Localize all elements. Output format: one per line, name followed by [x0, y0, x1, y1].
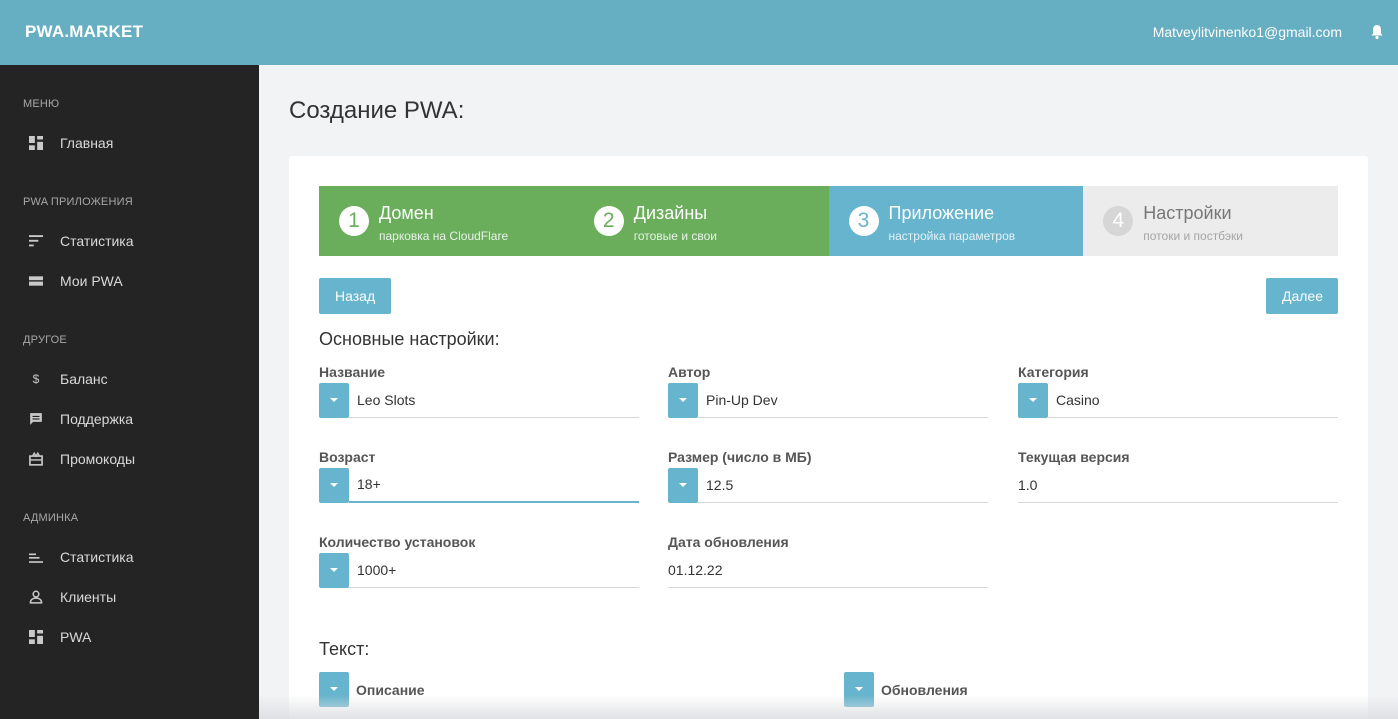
sidebar-item-label: Статистика: [60, 233, 134, 249]
step-number: 4: [1103, 206, 1134, 236]
sidebar-item-label: Поддержка: [60, 411, 134, 427]
next-button[interactable]: Далее: [1266, 278, 1338, 314]
step-title: Дизайны: [633, 203, 708, 223]
description-label: Описание: [356, 682, 425, 698]
updates-label: Обновления: [881, 682, 968, 698]
bottom-fade: [259, 695, 1398, 719]
brand-logo[interactable]: PWA.MARKET: [25, 22, 144, 41]
sidebar-item-promocodes[interactable]: Промокоды: [0, 441, 259, 477]
sidebar-item-home[interactable]: Главная: [0, 125, 259, 161]
step-subtitle: настройка параметров: [888, 229, 1016, 243]
sidebar-item-label: Баланс: [60, 371, 108, 387]
sidebar-item-label: Главная: [60, 135, 114, 151]
sidebar-item-clients[interactable]: Клиенты: [0, 579, 259, 615]
step-subtitle: потоки и постбэки: [1143, 229, 1243, 243]
create-pwa-card: 1 Домен парковка на CloudFlare 2 Дизайны…: [289, 156, 1368, 719]
step-number: 3: [848, 206, 879, 236]
chat-icon: [30, 413, 42, 425]
field-label: Возраст: [319, 449, 376, 465]
sidebar-item-admin-pwa[interactable]: PWA: [0, 619, 259, 655]
sidebar-item-my-pwa[interactable]: Мои PWA: [0, 263, 259, 299]
sidebar: МЕНЮ Главная PWA ПРИЛОЖЕНИЯ Статистика М…: [0, 65, 259, 719]
field-label: Дата обновления: [668, 534, 789, 550]
step-number: 1: [339, 206, 369, 236]
sidebar-item-support[interactable]: Поддержка: [0, 401, 259, 437]
step-title: Приложение: [888, 203, 995, 223]
step-title: Домен: [379, 203, 434, 223]
description-header: Описание: [319, 672, 619, 707]
sidebar-item-label: Промокоды: [60, 451, 136, 467]
sidebar-item-balance[interactable]: $ Баланс: [0, 361, 259, 397]
name-input[interactable]: [349, 383, 639, 418]
dropdown-toggle[interactable]: [668, 383, 698, 418]
step-subtitle: парковка на CloudFlare: [379, 229, 509, 243]
sidebar-section-admin: АДМИНКА: [23, 512, 79, 524]
sidebar-item-label: Мои PWA: [60, 273, 123, 289]
field-label: Категория: [1018, 364, 1089, 380]
step-designs[interactable]: 2 Дизайны готовые и свои: [573, 186, 829, 256]
sidebar-item-label: Статистика: [60, 549, 134, 565]
gift-icon: [29, 452, 43, 466]
field-label: Текущая версия: [1018, 449, 1130, 465]
user-email[interactable]: Matveylitvinenko1@gmail.com: [1152, 24, 1342, 40]
dropdown-toggle[interactable]: [319, 383, 349, 418]
step-settings[interactable]: 4 Настройки потоки и постбэки: [1083, 186, 1338, 256]
sidebar-item-label: Клиенты: [60, 589, 117, 605]
field-label: Размер (число в МБ): [668, 449, 812, 465]
category-input[interactable]: [1048, 383, 1338, 418]
field-label: Количество установок: [319, 534, 476, 550]
sidebar-item-statistics[interactable]: Статистика: [0, 223, 259, 259]
sidebar-section-other: ДРУГОЕ: [23, 334, 67, 346]
step-subtitle: готовые и свои: [633, 229, 717, 243]
installs-input[interactable]: [349, 553, 639, 588]
age-input[interactable]: [349, 468, 639, 503]
page-title: Создание PWA:: [289, 97, 465, 124]
basic-settings-title: Основные настройки:: [319, 329, 500, 349]
step-domain[interactable]: 1 Домен парковка на CloudFlare: [319, 186, 574, 256]
dashboard-icon: [29, 630, 43, 644]
dollar-icon: $: [32, 372, 40, 386]
dropdown-toggle[interactable]: [319, 468, 349, 503]
bar-chart-icon: [29, 553, 43, 563]
field-label: Автор: [668, 364, 711, 380]
update-date-input[interactable]: [668, 553, 988, 588]
step-application[interactable]: 3 Приложение настройка параметров: [828, 186, 1084, 256]
version-input[interactable]: [1018, 468, 1338, 503]
back-button[interactable]: Назад: [319, 278, 391, 314]
sidebar-item-label: PWA: [60, 629, 92, 645]
sidebar-item-admin-statistics[interactable]: Статистика: [0, 539, 259, 575]
step-title: Настройки: [1143, 203, 1232, 223]
sort-icon: [29, 235, 43, 247]
top-bar: PWA.MARKET Matveylitvinenko1@gmail.com: [0, 0, 1398, 65]
bell-icon[interactable]: [1370, 24, 1384, 40]
dropdown-toggle[interactable]: [1018, 383, 1048, 418]
text-section-title: Текст:: [319, 639, 370, 659]
sidebar-section-menu: МЕНЮ: [23, 98, 60, 110]
size-input[interactable]: [698, 468, 988, 503]
main-content: Создание PWA: 1 Домен парковка на CloudF…: [259, 65, 1398, 719]
dropdown-toggle[interactable]: [668, 468, 698, 503]
dropdown-toggle[interactable]: [319, 553, 349, 588]
sidebar-section-pwa-apps: PWA ПРИЛОЖЕНИЯ: [23, 196, 133, 208]
author-input[interactable]: [698, 383, 988, 418]
user-icon: [29, 590, 43, 604]
step-number: 2: [593, 206, 624, 236]
dashboard-icon: [29, 136, 43, 150]
field-label: Название: [319, 364, 386, 380]
wizard-steps: 1 Домен парковка на CloudFlare 2 Дизайны…: [319, 186, 1338, 256]
table-icon: [29, 276, 43, 286]
